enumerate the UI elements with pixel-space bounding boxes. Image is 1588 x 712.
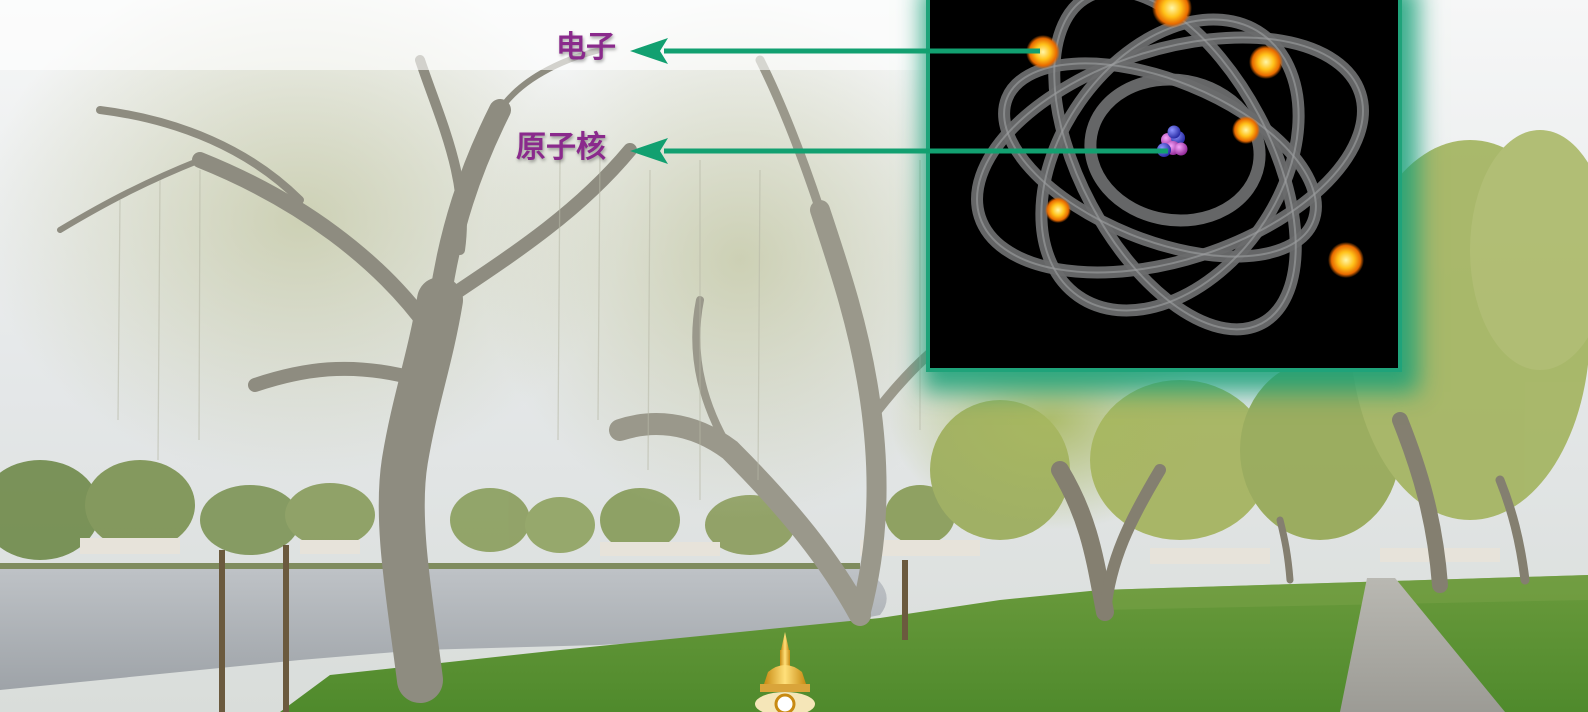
nucleus-label: 原子核 (516, 130, 606, 165)
atom-model-illustration (930, 0, 1398, 368)
atom-model-panel (930, 0, 1398, 368)
electron-label: 电子 (556, 30, 616, 65)
golden-finial-icon (755, 632, 815, 712)
nucleus-icon (1157, 125, 1188, 157)
electron-icon (1026, 0, 1364, 278)
